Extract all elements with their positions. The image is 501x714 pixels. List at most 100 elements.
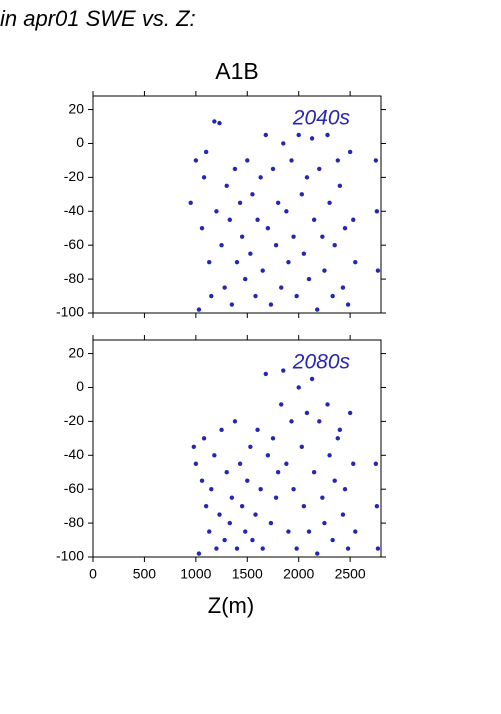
y-tick-label: 0	[76, 134, 84, 150]
point	[279, 402, 284, 407]
point	[351, 217, 356, 222]
point	[296, 385, 301, 390]
point	[330, 537, 335, 543]
point	[337, 427, 343, 433]
point	[212, 453, 217, 458]
point	[304, 410, 310, 416]
point	[294, 546, 299, 551]
point	[193, 158, 199, 163]
point	[258, 486, 263, 492]
point	[286, 529, 291, 534]
point	[345, 302, 351, 307]
point	[342, 486, 348, 492]
point	[199, 478, 205, 483]
point	[193, 461, 199, 466]
point	[335, 436, 340, 441]
point	[315, 551, 320, 556]
point	[196, 551, 202, 556]
point	[306, 276, 312, 282]
point	[335, 158, 340, 163]
y-tick-label: -60	[64, 480, 84, 496]
point	[281, 368, 286, 373]
point	[270, 436, 276, 441]
point	[263, 371, 268, 377]
x-tick-label: 2500	[335, 566, 366, 582]
plot-frame	[92, 339, 382, 558]
point	[337, 183, 343, 189]
point	[330, 293, 335, 299]
point	[227, 520, 232, 526]
point	[281, 141, 286, 146]
point	[265, 453, 271, 458]
y-tick-label: -20	[64, 412, 84, 428]
point	[217, 120, 222, 126]
point	[299, 192, 304, 197]
point	[248, 444, 253, 450]
y-tick-label: -80	[64, 514, 84, 530]
point	[273, 495, 279, 500]
point	[237, 461, 243, 466]
point	[301, 503, 307, 509]
point	[347, 149, 353, 155]
point	[224, 470, 229, 475]
point	[260, 546, 265, 551]
y-tick-label: -20	[64, 168, 84, 184]
y-tick-label: -100	[56, 304, 84, 320]
point	[207, 529, 212, 534]
point	[374, 209, 380, 214]
point	[234, 259, 240, 265]
point	[227, 217, 232, 222]
x-tick-label: 0	[89, 566, 97, 582]
point	[248, 251, 253, 256]
y-tick-label: -40	[64, 202, 84, 218]
point	[325, 132, 330, 138]
point	[219, 242, 224, 248]
point	[250, 537, 255, 543]
point	[255, 427, 260, 433]
point	[275, 470, 281, 475]
point	[196, 307, 202, 312]
x-axis-label: Z(m)	[208, 593, 254, 618]
point	[332, 478, 337, 483]
annotation: 2040s	[292, 107, 351, 130]
point	[374, 503, 380, 509]
point	[203, 503, 209, 509]
point	[373, 461, 379, 466]
point	[258, 175, 263, 180]
point	[340, 285, 346, 290]
point	[209, 293, 214, 299]
y-tick-label: -40	[64, 446, 84, 462]
page-title: in apr01 SWE vs. Z:	[0, 6, 196, 31]
point	[217, 512, 222, 517]
y-tick-label: -100	[56, 548, 84, 564]
point	[301, 251, 307, 256]
point	[353, 259, 358, 265]
point	[340, 512, 346, 517]
point	[203, 149, 209, 155]
point	[325, 402, 330, 407]
point	[268, 302, 274, 307]
point	[237, 200, 243, 206]
point	[309, 376, 315, 382]
point	[243, 529, 248, 534]
point	[201, 436, 207, 441]
point	[289, 158, 294, 163]
point	[207, 259, 212, 265]
chart-title: A1B	[215, 58, 258, 84]
x-tick-label: 2000	[283, 566, 314, 582]
point	[289, 419, 294, 424]
x-tick-label: 500	[133, 566, 157, 582]
point	[275, 200, 281, 206]
point	[345, 546, 351, 551]
point	[291, 486, 296, 492]
point	[234, 546, 240, 551]
point	[239, 234, 245, 239]
point	[222, 537, 227, 543]
point	[304, 175, 310, 180]
point	[209, 486, 214, 492]
point	[232, 166, 238, 172]
y-tick-label: 0	[76, 378, 84, 394]
y-tick-label: -60	[64, 236, 84, 252]
point	[284, 209, 289, 214]
